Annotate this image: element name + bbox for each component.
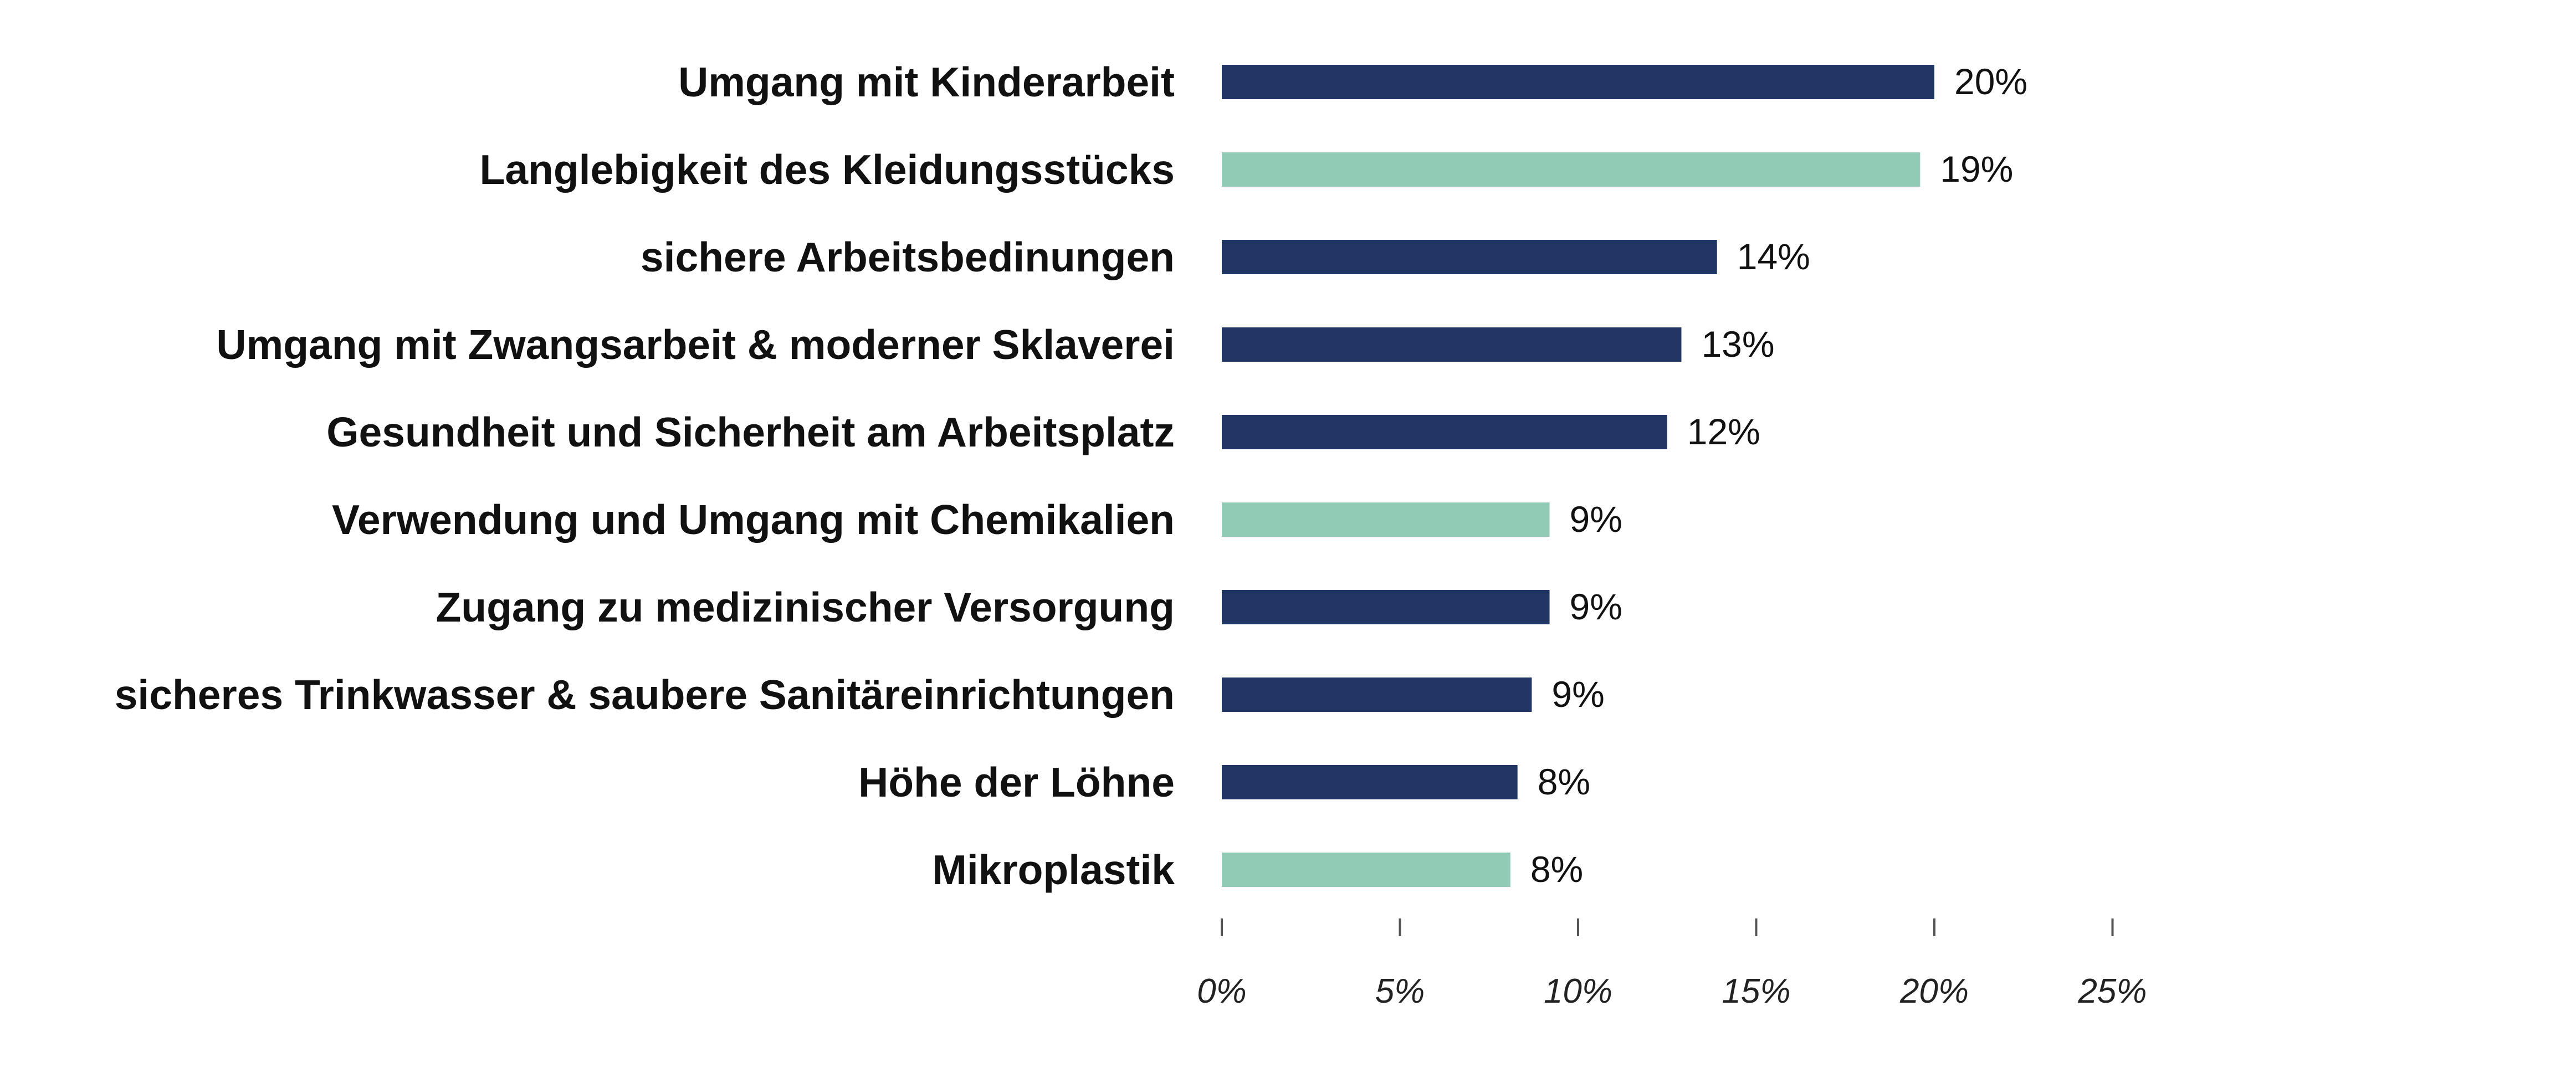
x-tick-label-25: 25% bbox=[2077, 972, 2147, 1010]
bar-9 bbox=[1222, 765, 1518, 799]
x-axis: 0% 5% 10% 15% 20% 25% bbox=[1197, 918, 2147, 1010]
bar-3 bbox=[1222, 240, 1717, 274]
bar-5 bbox=[1222, 415, 1667, 449]
bar-4 bbox=[1222, 327, 1682, 362]
bar-8 bbox=[1222, 677, 1532, 712]
category-label-9: Höhe der Löhne bbox=[858, 759, 1175, 805]
category-label-8: sicheres Trinkwasser & saubere Sanitärei… bbox=[115, 671, 1175, 718]
x-tick-label-10: 10% bbox=[1544, 972, 1612, 1010]
bar-7 bbox=[1222, 590, 1550, 624]
value-label-1: 20% bbox=[1954, 61, 2027, 102]
value-label-5: 12% bbox=[1687, 411, 1760, 452]
category-label-5: Gesundheit und Sicherheit am Arbeitsplat… bbox=[326, 409, 1175, 455]
x-tick-label-0: 0% bbox=[1197, 972, 1247, 1010]
bar-2 bbox=[1222, 152, 1921, 187]
value-label-3: 14% bbox=[1737, 236, 1810, 277]
value-label-4: 13% bbox=[1701, 324, 1774, 365]
bar-6 bbox=[1222, 502, 1550, 537]
category-label-10: Mikroplastik bbox=[932, 846, 1175, 893]
category-label-6: Verwendung und Umgang mit Chemikalien bbox=[332, 496, 1175, 543]
category-label-3: sichere Arbeitsbedinungen bbox=[641, 234, 1175, 280]
category-label-2: Langlebigkeit des Kleidungsstücks bbox=[480, 146, 1175, 193]
x-tick-label-5: 5% bbox=[1375, 972, 1425, 1010]
x-tick-label-20: 20% bbox=[1899, 972, 1969, 1010]
value-label-9: 8% bbox=[1538, 761, 1590, 802]
value-label-10: 8% bbox=[1530, 849, 1583, 890]
value-label-8: 9% bbox=[1551, 674, 1604, 715]
bars-layer: Umgang mit Kinderarbeit 20% Langlebigkeit … bbox=[115, 59, 2027, 893]
value-label-7: 9% bbox=[1570, 586, 1622, 627]
value-label-2: 19% bbox=[1940, 148, 2013, 189]
bar-1 bbox=[1222, 65, 1934, 99]
category-label-7: Zugang zu medizinischer Versorgung bbox=[436, 584, 1175, 630]
category-label-4: Umgang mit Zwangsarbeit & moderner Sklav… bbox=[216, 321, 1175, 368]
category-label-1: Umgang mit Kinderarbeit bbox=[678, 59, 1175, 105]
x-tick-label-15: 15% bbox=[1722, 972, 1790, 1010]
bar-10 bbox=[1222, 853, 1510, 887]
value-label-6: 9% bbox=[1570, 499, 1622, 540]
